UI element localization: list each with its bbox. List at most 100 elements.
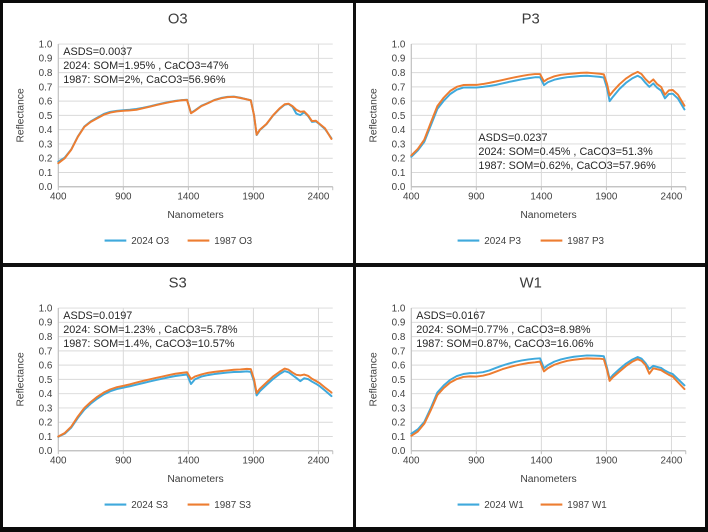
x-tick-label: 1900 xyxy=(242,456,264,467)
y-tick-label: 0.5 xyxy=(39,111,53,122)
annotation-line: 1987: SOM=0.62%, CaCO3=57.96% xyxy=(478,160,656,172)
x-tick-label: 1400 xyxy=(530,456,552,467)
y-tick-label: 0.3 xyxy=(391,139,405,150)
y-tick-label: 1.0 xyxy=(391,40,405,51)
legend-label: 2024 S3 xyxy=(131,500,168,511)
annotation: ASDS=0.0237 2024: SOM=0.45% , CaCO3=51.3%… xyxy=(478,132,656,172)
y-tick-label: 0.8 xyxy=(391,332,405,343)
chart-title: O3 xyxy=(168,12,188,28)
x-axis-label: Nanometers xyxy=(520,474,576,485)
annotation: ASDS=0.0167 2024: SOM=0.77% , CaCO3=8.98%… xyxy=(416,310,594,350)
y-tick-label: 0.3 xyxy=(39,139,53,150)
x-tick-label: 1400 xyxy=(177,192,199,203)
x-axis-label: Nanometers xyxy=(520,210,576,221)
y-tick-label: 0.1 xyxy=(391,168,405,179)
y-tick-label: 0.8 xyxy=(39,68,53,79)
annotation-line: ASDS=0.0197 xyxy=(63,310,132,322)
series-line-1987 xyxy=(57,367,333,438)
y-tick-label: 0.9 xyxy=(39,318,53,329)
y-tick-labels: 0.0 0.1 0.2 0.3 0.4 0.5 0.6 0.7 0.8 0.9 1.0 xyxy=(39,40,53,194)
x-tick-label: 1900 xyxy=(595,192,617,203)
y-axis-label: Reflectance xyxy=(368,352,379,406)
x-tick-label: 2400 xyxy=(307,456,329,467)
y-tick-label: 0.4 xyxy=(391,125,405,136)
y-tick-label: 0.6 xyxy=(39,97,53,108)
legend-label: 2024 W1 xyxy=(484,500,523,511)
y-tick-label: 0.1 xyxy=(39,432,53,443)
series-line-1987 xyxy=(57,95,333,165)
annotation-line: 2024: SOM=0.45% , CaCO3=51.3% xyxy=(478,146,653,158)
x-tick-label: 1400 xyxy=(177,456,199,467)
annotation-line: 1987: SOM=2%, CaCO3=56.96% xyxy=(63,74,226,86)
y-tick-labels: 0.0 0.1 0.2 0.3 0.4 0.5 0.6 0.7 0.8 0.9 1.0 xyxy=(39,304,53,458)
y-tick-label: 0.4 xyxy=(391,389,405,400)
x-tick-label: 1400 xyxy=(530,192,552,203)
chart-panel-s3: 0.0 0.1 0.2 0.3 0.4 0.5 0.6 0.7 0.8 0.9 1.0 400 900 1… xyxy=(3,267,353,527)
y-tick-label: 1.0 xyxy=(39,304,53,315)
x-tick-label: 400 xyxy=(403,192,420,203)
series-line-2024 xyxy=(409,354,685,435)
y-axis-label: Reflectance xyxy=(16,88,27,142)
chart-panel-w1: 0.0 0.1 0.2 0.3 0.4 0.5 0.6 0.7 0.8 0.9 1.0 400 900 1… xyxy=(355,267,705,527)
chart-title: P3 xyxy=(521,12,539,28)
y-tick-label: 0.8 xyxy=(391,68,405,79)
annotation-line: 2024: SOM=1.23% , CaCO3=5.78% xyxy=(63,324,238,336)
chart-panel-p3: 0.0 0.1 0.2 0.3 0.4 0.5 0.6 0.7 0.8 0.9 1.0 400 900 1… xyxy=(355,3,705,263)
legend-label: 1987 S3 xyxy=(214,500,251,511)
y-tick-label: 0.1 xyxy=(391,432,405,443)
x-tick-label: 900 xyxy=(468,192,485,203)
annotation-line: ASDS=0.0237 xyxy=(478,132,547,144)
x-tick-label: 400 xyxy=(50,192,67,203)
y-tick-label: 0.0 xyxy=(391,182,405,193)
x-tick-label: 900 xyxy=(468,456,485,467)
legend: 2024 W1 1987 W1 xyxy=(457,500,606,511)
y-tick-label: 0.2 xyxy=(39,154,53,165)
y-tick-label: 0.5 xyxy=(39,375,53,386)
x-tick-labels: 400 900 1400 1900 2400 xyxy=(403,456,683,467)
y-tick-label: 0.6 xyxy=(391,361,405,372)
chart-w1: 0.0 0.1 0.2 0.3 0.4 0.5 0.6 0.7 0.8 0.9 1.0 400 900 1… xyxy=(368,276,686,511)
axes xyxy=(410,44,686,191)
chart-panel-o3: 0.0 0.1 0.2 0.3 0.4 0.5 0.6 0.7 0.8 0.9 1.0 400 900 1… xyxy=(3,3,353,263)
x-tick-labels: 400 900 1400 1900 2400 xyxy=(403,192,683,203)
series-line-1987 xyxy=(409,357,685,437)
chart-title: S3 xyxy=(169,276,187,292)
series-line-2024 xyxy=(409,74,685,158)
y-tick-label: 0.5 xyxy=(391,111,405,122)
annotation-line: 1987: SOM=1.4%, CaCO3=10.57% xyxy=(63,338,235,350)
series-line-2024 xyxy=(57,370,333,438)
y-tick-label: 0.7 xyxy=(39,346,53,357)
y-tick-label: 0.8 xyxy=(39,332,53,343)
series-line-1987 xyxy=(409,70,685,157)
legend-label: 1987 P3 xyxy=(567,236,604,247)
y-tick-label: 0.5 xyxy=(391,375,405,386)
y-tick-label: 0.1 xyxy=(39,168,53,179)
y-tick-label: 0.2 xyxy=(391,154,405,165)
legend: 2024 S3 1987 S3 xyxy=(104,500,252,511)
y-tick-label: 0.6 xyxy=(39,361,53,372)
annotation-line: 2024: SOM=1.95% , CaCO3=47% xyxy=(63,60,229,72)
y-tick-labels: 0.0 0.1 0.2 0.3 0.4 0.5 0.6 0.7 0.8 0.9 1.0 xyxy=(391,40,405,194)
chart-o3: 0.0 0.1 0.2 0.3 0.4 0.5 0.6 0.7 0.8 0.9 1.0 400 900 1… xyxy=(16,12,334,247)
x-tick-label: 900 xyxy=(115,456,132,467)
x-tick-label: 400 xyxy=(403,456,420,467)
legend-label: 1987 W1 xyxy=(567,500,606,511)
chart-title: W1 xyxy=(519,276,541,292)
y-tick-label: 0.0 xyxy=(391,446,405,457)
x-tick-label: 1900 xyxy=(242,192,264,203)
x-tick-label: 1900 xyxy=(595,456,617,467)
y-tick-label: 0.4 xyxy=(39,125,53,136)
legend: 2024 P3 1987 P3 xyxy=(457,236,604,247)
annotation-line: 2024: SOM=0.77% , CaCO3=8.98% xyxy=(416,324,591,336)
x-axis-label: Nanometers xyxy=(167,474,223,485)
axes xyxy=(410,308,686,455)
x-tick-label: 2400 xyxy=(307,192,329,203)
x-tick-labels: 400 900 1400 1900 2400 xyxy=(50,456,330,467)
x-tick-label: 2400 xyxy=(660,192,682,203)
y-tick-label: 0.3 xyxy=(391,403,405,414)
y-tick-label: 1.0 xyxy=(39,40,53,51)
legend-label: 1987 O3 xyxy=(214,236,252,247)
axes xyxy=(57,308,334,455)
y-axis-label: Reflectance xyxy=(16,352,27,406)
